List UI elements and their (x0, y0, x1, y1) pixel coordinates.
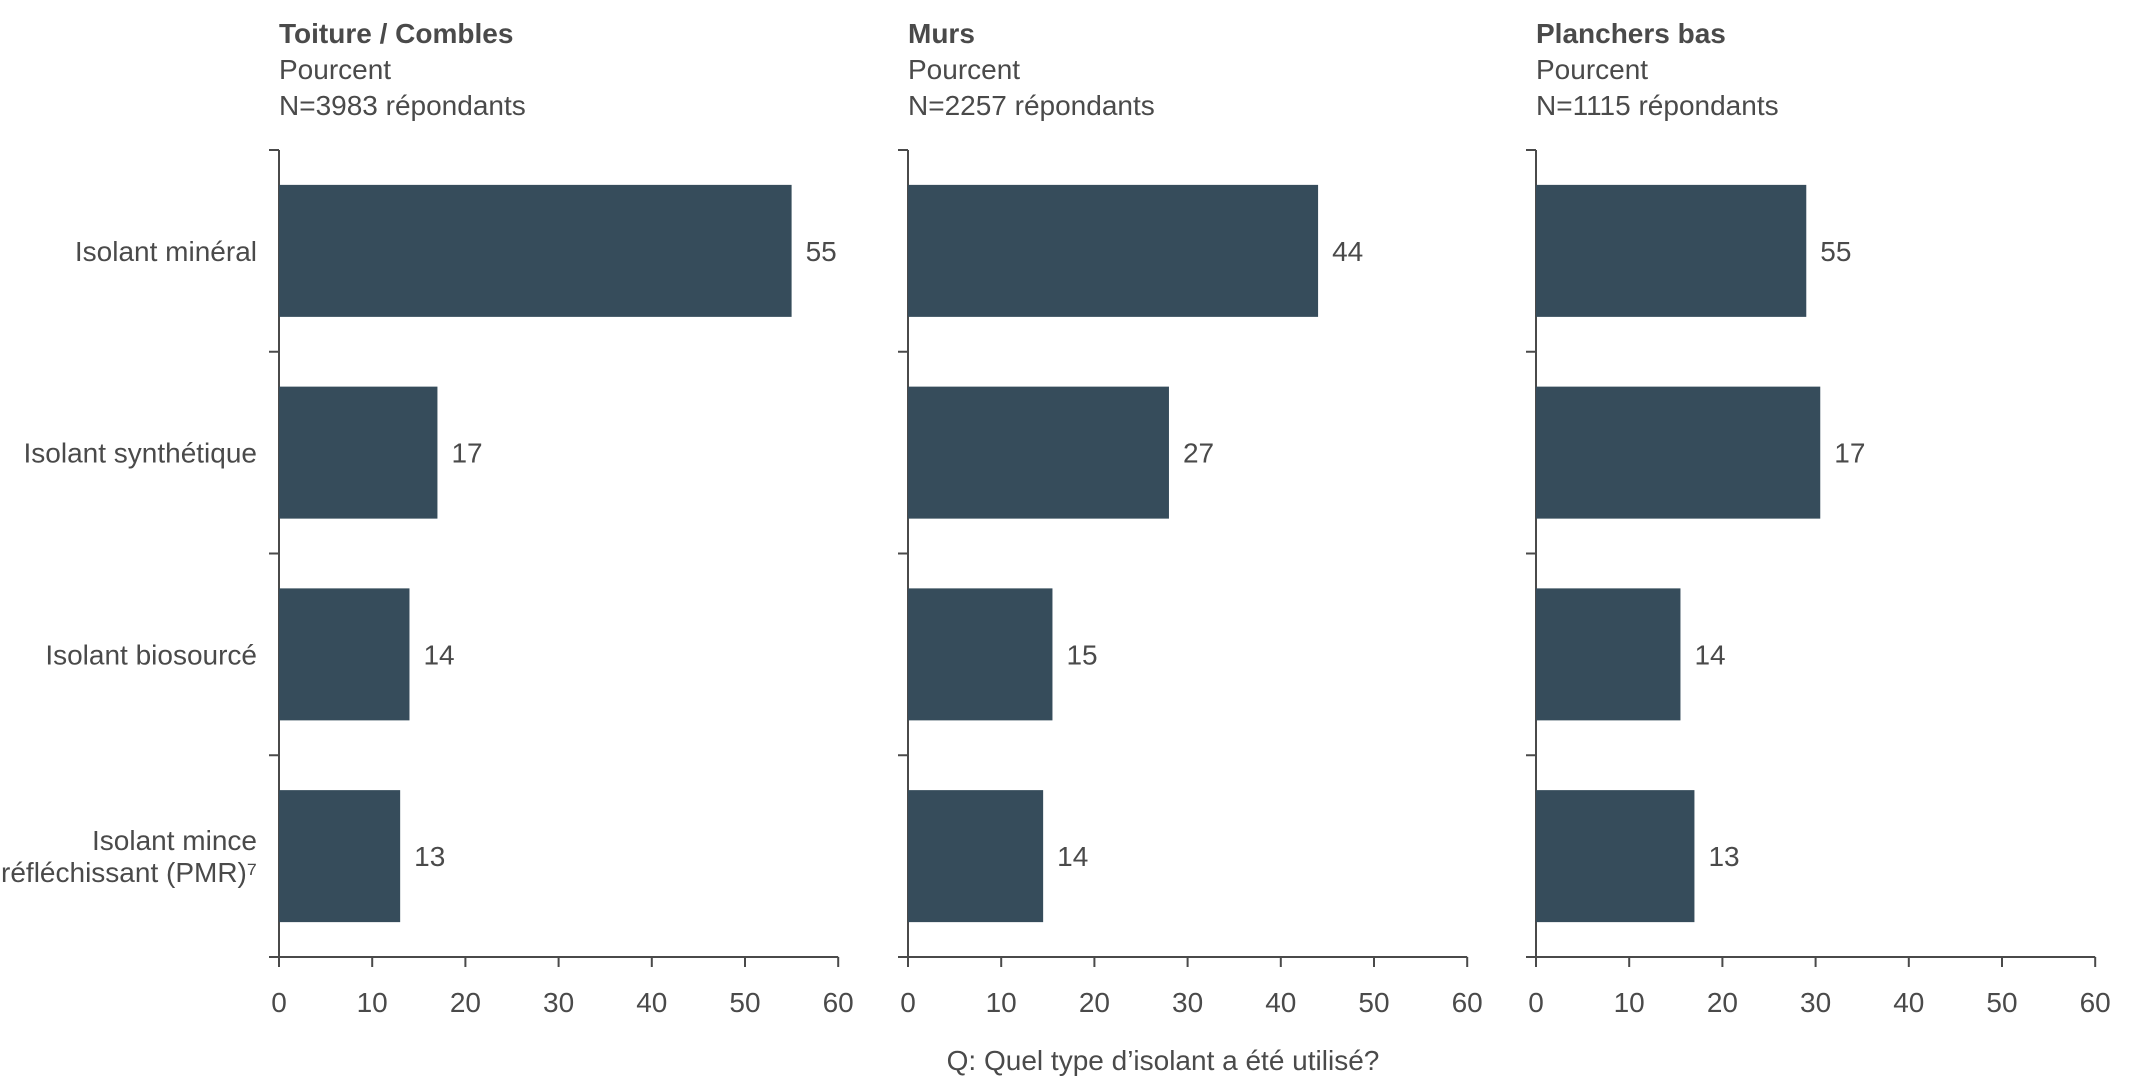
x-tick-label: 60 (2080, 987, 2111, 1018)
bar (279, 184, 792, 317)
x-tick-label: 60 (823, 987, 854, 1018)
x-tick-label: 30 (543, 987, 574, 1018)
x-tick-label: 20 (1707, 987, 1738, 1018)
category-label: Isolant minéral (75, 236, 257, 267)
category-label: Isolant mince (92, 825, 257, 856)
data-label: 17 (451, 438, 482, 469)
data-label: 14 (423, 639, 454, 670)
x-tick-label: 20 (1079, 987, 1110, 1018)
bar (279, 386, 438, 519)
x-tick-label: 20 (450, 987, 481, 1018)
x-tick-label: 50 (729, 987, 760, 1018)
data-label: 27 (1183, 438, 1214, 469)
panel-title: Toiture / Combles (279, 18, 513, 49)
x-tick-label: 60 (1452, 987, 1483, 1018)
bar (1536, 386, 1821, 519)
panel-respondents-label: N=1115 répondants (1536, 90, 1779, 121)
x-tick-label: 10 (357, 987, 388, 1018)
x-tick-label: 0 (1528, 987, 1544, 1018)
bar (908, 790, 1044, 923)
bar (279, 588, 410, 721)
panel-unit-label: Pourcent (908, 54, 1020, 85)
panel-title: Planchers bas (1536, 18, 1726, 49)
category-label: Isolant synthétique (24, 438, 258, 469)
data-label: 44 (1332, 236, 1363, 267)
x-tick-label: 40 (636, 987, 667, 1018)
bar (1536, 588, 1681, 721)
question-caption: Q: Quel type d’isolant a été utilisé? (947, 1045, 1380, 1076)
data-label: 13 (414, 841, 445, 872)
x-tick-label: 10 (1614, 987, 1645, 1018)
x-tick-label: 50 (1358, 987, 1389, 1018)
x-tick-label: 50 (1986, 987, 2017, 1018)
bar (279, 790, 401, 923)
panel-unit-label: Pourcent (279, 54, 391, 85)
data-label: 13 (1708, 841, 1739, 872)
x-tick-label: 30 (1172, 987, 1203, 1018)
bar (1536, 184, 1807, 317)
panel-respondents-label: N=3983 répondants (279, 90, 526, 121)
panel-respondents-label: N=2257 répondants (908, 90, 1155, 121)
x-tick-label: 30 (1800, 987, 1831, 1018)
bar (908, 386, 1169, 519)
bar (908, 184, 1319, 317)
panel-unit-label: Pourcent (1536, 54, 1648, 85)
data-label: 14 (1694, 639, 1725, 670)
data-label: 15 (1066, 639, 1097, 670)
panel-title: Murs (908, 18, 975, 49)
x-tick-label: 40 (1893, 987, 1924, 1018)
data-label: 55 (1820, 236, 1851, 267)
x-tick-label: 0 (271, 987, 287, 1018)
x-tick-label: 40 (1265, 987, 1296, 1018)
category-label: réfléchissant (PMR)⁷ (1, 857, 257, 888)
bar (1536, 790, 1695, 923)
data-label: 17 (1834, 438, 1865, 469)
x-tick-label: 10 (986, 987, 1017, 1018)
data-label: 55 (806, 236, 837, 267)
x-tick-label: 0 (900, 987, 916, 1018)
data-label: 14 (1057, 841, 1088, 872)
bar (908, 588, 1053, 721)
category-label: Isolant biosourcé (45, 639, 257, 670)
